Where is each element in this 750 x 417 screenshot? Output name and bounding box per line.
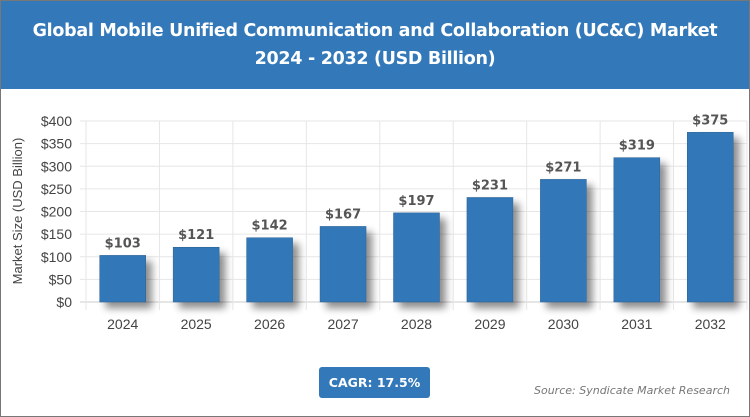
y-tick-label: $150 bbox=[41, 226, 72, 242]
bar bbox=[172, 246, 220, 303]
x-tick-label: 2032 bbox=[695, 316, 726, 332]
bar bbox=[393, 212, 440, 303]
x-tick-label: 2025 bbox=[181, 316, 212, 332]
x-tick-label: 2027 bbox=[327, 316, 358, 332]
bar-value-label: $319 bbox=[619, 139, 655, 154]
y-tick-label: $0 bbox=[56, 294, 72, 310]
x-tick-label: 2029 bbox=[474, 316, 505, 332]
x-tick-label: 2030 bbox=[548, 316, 579, 332]
bar bbox=[613, 157, 661, 303]
bar bbox=[319, 226, 367, 303]
cagr-badge: CAGR: 17.5% bbox=[319, 367, 430, 398]
y-tick-label: $250 bbox=[41, 181, 72, 197]
bar bbox=[99, 255, 146, 303]
x-tick-label: 2026 bbox=[254, 316, 285, 332]
bar-value-label: $375 bbox=[692, 113, 728, 128]
x-tick-label: 2031 bbox=[621, 316, 652, 332]
bar-value-label: $103 bbox=[105, 236, 141, 251]
x-tick-label: 2024 bbox=[107, 316, 138, 332]
bar bbox=[540, 179, 587, 303]
bar bbox=[246, 237, 293, 303]
chart-header: Global Mobile Unified Communication and … bbox=[1, 1, 749, 89]
y-tick-label: $350 bbox=[41, 136, 72, 152]
y-tick-label: $200 bbox=[41, 204, 72, 220]
y-tick-label: $100 bbox=[41, 249, 72, 265]
bar-value-label: $121 bbox=[178, 228, 214, 243]
bar-value-label: $271 bbox=[545, 160, 581, 175]
x-tick-label: 2028 bbox=[401, 316, 432, 332]
source-note: Source: Syndicate Market Research bbox=[534, 384, 730, 397]
bar bbox=[687, 132, 734, 303]
bar bbox=[466, 197, 514, 303]
chart-subtitle: 2024 - 2032 (USD Billion) bbox=[254, 49, 496, 69]
chart-title: Global Mobile Unified Communication and … bbox=[32, 21, 718, 41]
bar-value-label: $142 bbox=[252, 219, 288, 234]
bar-value-label: $197 bbox=[398, 194, 434, 209]
y-tick-label: $400 bbox=[41, 113, 72, 129]
y-tick-label: $300 bbox=[41, 158, 72, 174]
bar-value-label: $231 bbox=[472, 178, 508, 193]
y-tick-label: $50 bbox=[49, 271, 73, 287]
bar-value-label: $167 bbox=[325, 207, 361, 222]
y-axis-label: Market Size (USD Billion) bbox=[10, 138, 25, 285]
